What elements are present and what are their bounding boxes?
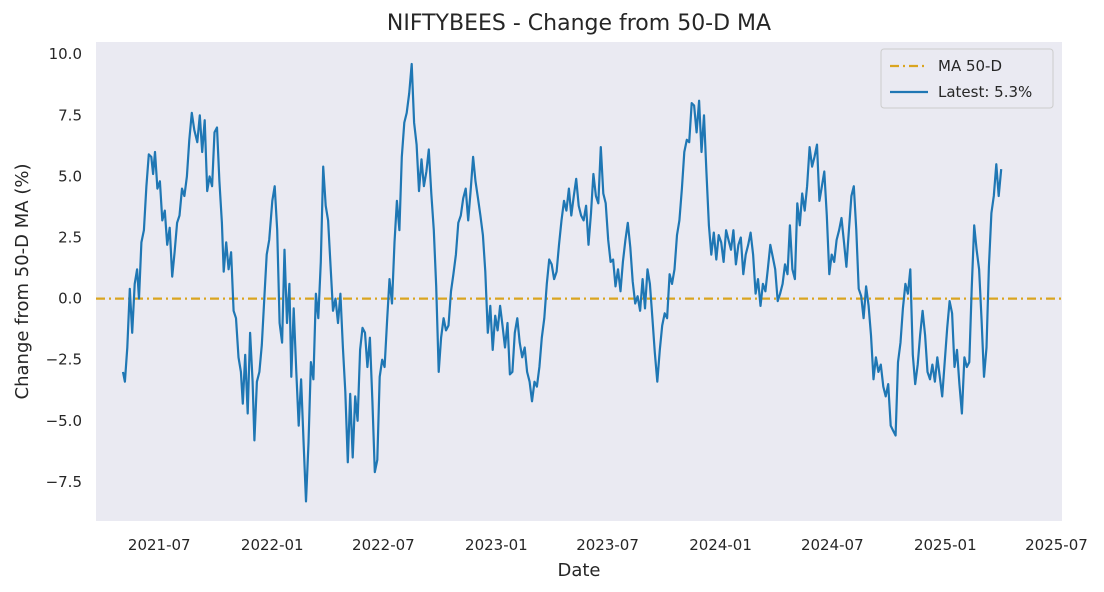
legend-label-series: Latest: 5.3% bbox=[938, 83, 1032, 101]
x-tick-label: 2023-07 bbox=[576, 536, 639, 554]
y-tick-label: 0.0 bbox=[58, 290, 82, 308]
y-tick-label: 5.0 bbox=[58, 167, 82, 185]
y-tick-label: 2.5 bbox=[58, 229, 82, 247]
y-axis-label: Change from 50-D MA (%) bbox=[12, 164, 33, 400]
x-tick-label: 2023-01 bbox=[465, 536, 528, 554]
change-series-line bbox=[121, 62, 1003, 503]
legend-label-ma: MA 50-D bbox=[938, 57, 1002, 75]
y-tick-label: −7.5 bbox=[46, 473, 82, 491]
x-tick-label: 2025-01 bbox=[914, 536, 977, 554]
x-tick-label: 2024-01 bbox=[689, 536, 752, 554]
x-tick-label: 2025-07 bbox=[1025, 536, 1088, 554]
plot-area bbox=[96, 42, 1062, 521]
y-tick-label: 10.0 bbox=[49, 45, 82, 63]
y-tick-label: −2.5 bbox=[46, 351, 82, 369]
chart-title: NIFTYBEES - Change from 50-D MA bbox=[387, 11, 771, 36]
x-tick-label: 2022-01 bbox=[241, 536, 304, 554]
y-tick-label: 7.5 bbox=[58, 106, 82, 124]
x-tick-label: 2024-07 bbox=[801, 536, 864, 554]
legend: MA 50-D Latest: 5.3% bbox=[880, 48, 1054, 109]
y-axis-ticks: −7.5 −5.0 −2.5 0.0 2.5 5.0 7.5 10.0 bbox=[46, 45, 82, 491]
legend-box bbox=[880, 48, 1054, 109]
x-axis-label: Date bbox=[557, 560, 600, 581]
x-tick-label: 2022-07 bbox=[352, 536, 415, 554]
y-tick-label: −5.0 bbox=[46, 412, 82, 430]
x-tick-label: 2021-07 bbox=[128, 536, 191, 554]
x-axis-ticks: 2021-07 2022-01 2022-07 2023-01 2023-07 2024-… bbox=[128, 536, 1088, 554]
